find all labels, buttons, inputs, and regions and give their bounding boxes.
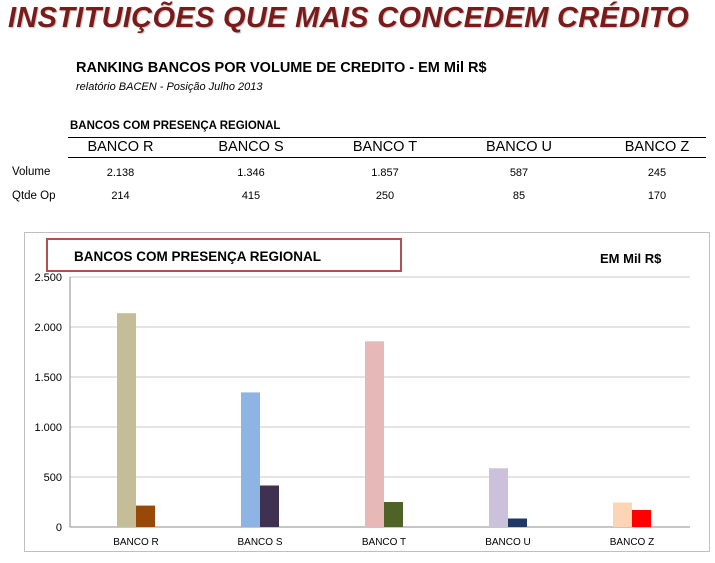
page-title: INSTITUIÇÕES QUE MAIS CONCEDEM CRÉDITO: [8, 2, 690, 34]
column-header: BANCO Z: [624, 139, 690, 155]
bar: [508, 518, 527, 527]
y-tick-label: 2.500: [34, 272, 62, 284]
table-cell: 587: [509, 167, 529, 179]
row-label: Qtde Op: [12, 190, 56, 202]
table-cell: 170: [647, 190, 667, 202]
x-tick-label: BANCO U: [485, 537, 531, 548]
table-cell: 2.138: [106, 167, 135, 179]
column-header: BANCO R: [87, 139, 154, 155]
x-tick-label: BANCO S: [237, 537, 282, 548]
report-subtitle: RANKING BANCOS POR VOLUME DE CREDITO - E…: [76, 60, 487, 76]
y-tick-label: 1.500: [34, 372, 62, 384]
y-tick-label: 1.000: [34, 422, 62, 434]
column-header: BANCO S: [218, 139, 284, 155]
table-cell: 85: [512, 190, 526, 202]
bar: [613, 502, 632, 527]
bar: [136, 505, 155, 527]
chart-title-box: BANCOS COM PRESENÇA REGIONAL: [46, 238, 402, 272]
row-label: Volume: [12, 166, 51, 178]
column-header: BANCO T: [352, 139, 418, 155]
table-cell: 415: [241, 190, 261, 202]
column-header: BANCO U: [485, 139, 553, 155]
bar: [489, 468, 508, 527]
table-cell: 1.346: [237, 167, 265, 179]
chart-title: BANCOS COM PRESENÇA REGIONAL: [74, 249, 322, 264]
report-source: relatório BACEN - Posição Julho 2013: [76, 81, 263, 93]
table-cell: 1.857: [371, 167, 399, 179]
chart-unit-label: EM Mil R$: [600, 251, 662, 266]
table-cell: 214: [111, 190, 130, 202]
x-tick-label: BANCO T: [362, 537, 406, 548]
bar: [241, 392, 260, 527]
table-header: BANCO R BANCO S BANCO T BANCO U BANCO Z: [68, 137, 706, 158]
table-caption: BANCOS COM PRESENÇA REGIONAL: [70, 120, 281, 132]
bar: [384, 502, 403, 527]
y-tick-label: 0: [56, 522, 62, 534]
bar: [365, 341, 384, 527]
table-cell: 245: [647, 167, 667, 179]
table-cell: 250: [375, 190, 395, 202]
bar: [260, 485, 279, 527]
x-tick-label: BANCO R: [113, 537, 159, 548]
y-tick-label: 500: [44, 472, 62, 484]
x-tick-label: BANCO Z: [610, 537, 654, 548]
y-tick-label: 2.000: [34, 322, 62, 334]
bar: [632, 510, 651, 527]
bar: [117, 313, 136, 527]
